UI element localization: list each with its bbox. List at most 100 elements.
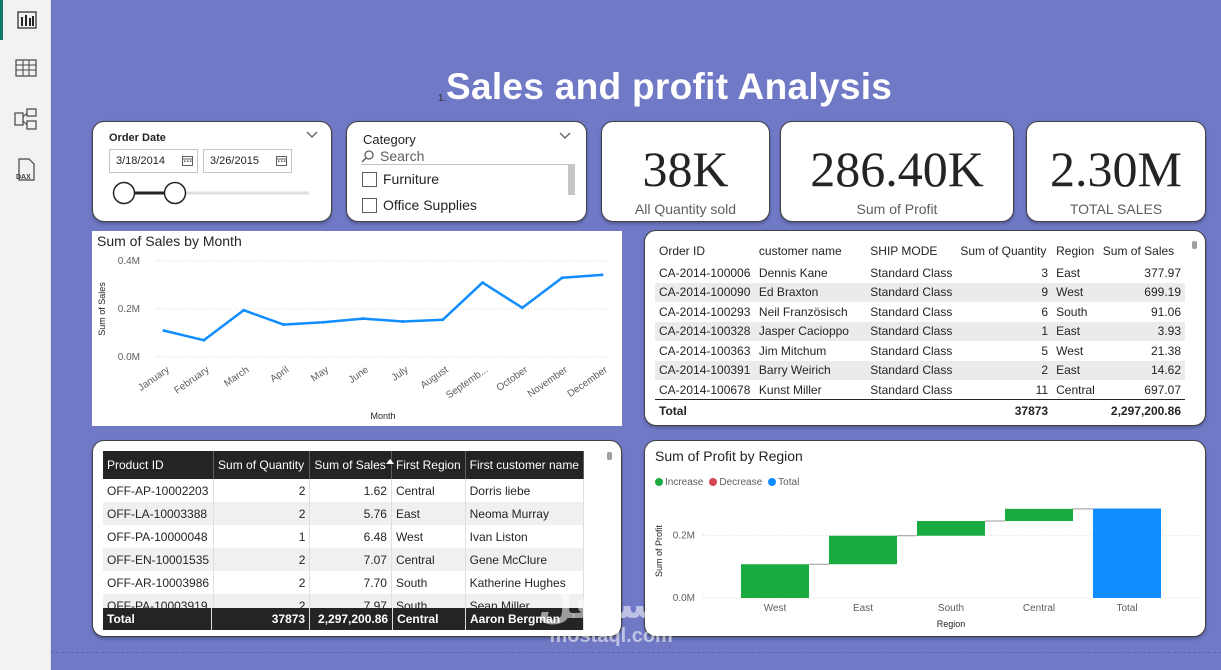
chevron-down-icon[interactable]	[306, 131, 318, 139]
total-quantity: 37873	[956, 399, 1053, 422]
legend-dot	[655, 478, 663, 487]
slider-start-handle[interactable]	[112, 181, 136, 205]
category-item-furniture[interactable]: Furniture	[362, 171, 439, 187]
cell: 2	[213, 502, 311, 525]
checkbox[interactable]	[362, 171, 377, 187]
page-title: Sales and profit Analysis	[446, 66, 893, 107]
column-header[interactable]: Order ID	[659, 244, 706, 258]
cell: OFF-AP-10002203	[103, 479, 215, 502]
slider-end-handle[interactable]	[163, 181, 187, 205]
table-row[interactable]: OFF-AR-10003986 2 7.70 South Katherine Hughe…	[103, 571, 585, 594]
cell: Dennis Kane	[758, 265, 828, 280]
column-header[interactable]: First Region	[391, 451, 466, 479]
chevron-down-icon[interactable]	[559, 132, 571, 140]
y-tick-label: 0.0M	[118, 352, 140, 363]
scrollbar-thumb[interactable]	[568, 165, 575, 195]
cell: 9	[956, 282, 1053, 302]
data-point	[520, 306, 524, 310]
column-header[interactable]: Sum of Quantity	[213, 451, 311, 479]
waterfall-chart-svg: 0.0M 0.2M West East South Central Total Region S…	[654, 508, 1200, 629]
column-header[interactable]: Sum of Sales	[309, 451, 394, 479]
table-row[interactable]: CA-2014-100391 Barry Weirich Standard Clas…	[655, 360, 1185, 380]
column-header[interactable]: Product ID	[103, 451, 215, 479]
legend-label: Total	[778, 477, 800, 488]
scrollbar-thumb[interactable]	[607, 452, 612, 460]
calendar-icon[interactable]	[182, 155, 193, 166]
y-axis-title: Sum of Sales	[97, 282, 107, 336]
category-slicer: Category Search Furniture Office Supplie…	[346, 121, 587, 222]
x-axis-title: Month	[370, 411, 395, 421]
legend-item-increase[interactable]: Increase	[655, 477, 703, 488]
checkbox[interactable]	[362, 197, 377, 213]
table-total-row: Total 37873 2,297,200.86 Central Aaron B…	[103, 608, 584, 630]
waterfall-bar-south	[917, 521, 985, 536]
model-view-icon[interactable]	[0, 99, 51, 139]
column-header[interactable]: First customer name	[465, 451, 585, 479]
legend-item-decrease[interactable]: Decrease	[709, 477, 762, 488]
table-row[interactable]: CA-2014-100328 Jasper Cacioppo Standard Cl…	[655, 321, 1185, 341]
table-row[interactable]: OFF-LA-10003388 2 5.76 East Neoma Murray	[103, 502, 585, 525]
table-row[interactable]: CA-2014-100090 Ed Braxton Standard Class 9 W…	[655, 282, 1185, 302]
x-tick-label: March	[222, 364, 251, 389]
table-row[interactable]: OFF-EN-10001535 2 7.07 Central Gene McClure	[103, 548, 585, 571]
kpi-value: 2.30M	[1050, 141, 1182, 197]
table-row[interactable]: CA-2014-100678 Kunst Miller Standard Class…	[655, 380, 1185, 400]
table-row[interactable]: CA-2014-100293 Neil Französisch Standard C…	[655, 302, 1185, 322]
data-point	[441, 318, 445, 322]
cell: Central	[1056, 382, 1095, 397]
profit-by-region-chart: Sum of Profit by Region Increase Decreas…	[644, 440, 1206, 637]
cell: Dorris liebe	[465, 479, 585, 502]
cell: 699.19	[1098, 282, 1185, 302]
y-tick-label: 0.0M	[673, 593, 695, 604]
cell: Standard Class	[870, 382, 953, 397]
chart-title: Sum of Sales by Month	[97, 233, 242, 249]
column-header[interactable]: Region	[1056, 244, 1095, 258]
dax-query-icon[interactable]: DAX	[0, 150, 51, 190]
column-header[interactable]: Sum of Quantity	[960, 244, 1047, 258]
table-row[interactable]: OFF-AP-10002203 2 1.62 Central Dorris liebe	[103, 479, 585, 502]
legend-item-total[interactable]: Total	[768, 477, 799, 488]
orders-table-card: Order ID customer name SHIP MODE Sum of …	[644, 230, 1206, 426]
cell: CA-2014-100363	[659, 343, 751, 358]
calendar-icon[interactable]	[276, 155, 287, 166]
waterfall-bar-east	[829, 535, 897, 565]
page-boundary-line	[51, 652, 1221, 653]
scrollbar-thumb[interactable]	[1192, 241, 1197, 249]
cell: OFF-EN-10001535	[103, 548, 215, 571]
legend-label: Increase	[665, 477, 704, 488]
cell: West	[1056, 343, 1084, 358]
x-tick-label: Total	[1116, 603, 1137, 614]
cell: East	[1052, 321, 1099, 341]
legend-dot	[768, 478, 777, 487]
start-date-input[interactable]: 3/18/2014	[109, 149, 198, 173]
data-point	[281, 323, 285, 327]
x-tick-label: Central	[1023, 603, 1055, 614]
category-search-input[interactable]: Search	[361, 148, 575, 165]
date-range-slider[interactable]	[109, 180, 309, 206]
cell: 377.97	[1144, 265, 1181, 280]
table-row[interactable]: OFF-PA-10000048 1 6.48 West Ivan Liston	[103, 525, 585, 548]
end-date-input[interactable]: 3/26/2015	[203, 149, 292, 173]
column-header[interactable]: SHIP MODE	[870, 244, 938, 258]
kpi-profit-card: 286.40K Sum of Profit	[780, 121, 1014, 222]
column-header[interactable]: Sum of Sales	[1102, 244, 1175, 258]
table-view-icon[interactable]	[0, 48, 51, 88]
sales-line-series	[163, 273, 603, 342]
legend-dot	[709, 478, 718, 487]
table-row[interactable]: CA-2014-100363 Jim Mitchum Standard Class 5…	[655, 341, 1185, 361]
watermark: مستقل mostaql.com	[538, 585, 684, 647]
sort-ascending-icon	[385, 459, 394, 464]
end-date-value: 3/26/2015	[210, 155, 259, 167]
table-row[interactable]: CA-2014-100006 Dennis Kane Standard Class 3…	[655, 263, 1185, 283]
column-header[interactable]: customer name	[758, 244, 842, 258]
view-switcher-bar: DAX	[0, 0, 51, 670]
data-point	[401, 319, 405, 323]
x-tick-label: South	[938, 603, 964, 614]
cell: 3	[1041, 265, 1049, 280]
data-point	[361, 317, 365, 321]
category-item-office-supplies[interactable]: Office Supplies	[362, 197, 477, 213]
y-tick-label: 0.4M	[118, 256, 140, 267]
cell: Barry Weirich	[754, 360, 867, 380]
report-view-icon[interactable]	[0, 0, 51, 40]
data-point	[242, 308, 246, 312]
